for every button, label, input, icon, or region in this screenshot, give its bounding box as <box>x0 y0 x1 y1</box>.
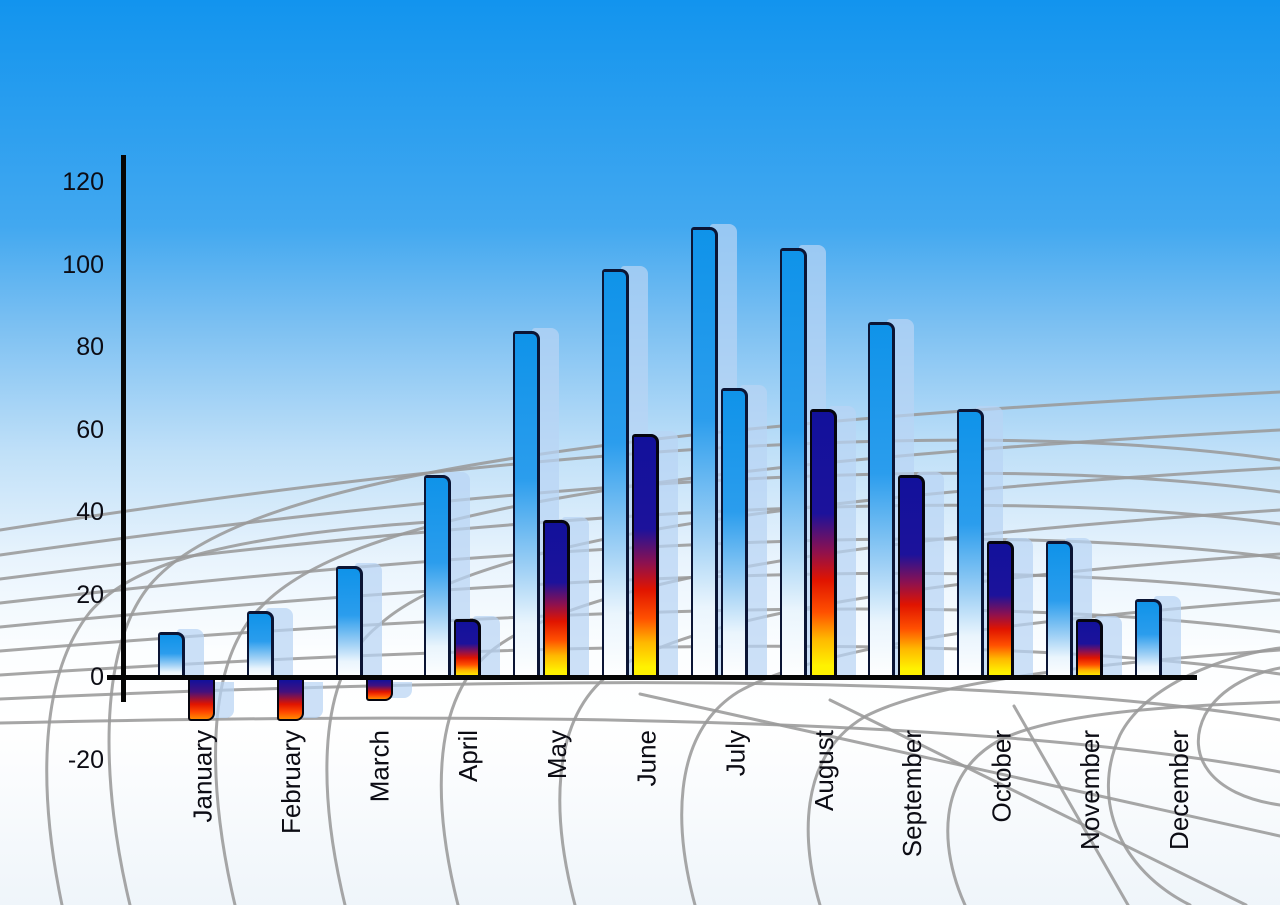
grid-line <box>1106 646 1280 905</box>
february-series2-bar <box>276 680 304 722</box>
april-series1-bar <box>424 474 452 679</box>
july-series2-bar <box>720 388 748 679</box>
x-tick-label-may: May <box>542 730 573 780</box>
y-tick-label-0: 0 <box>90 663 104 691</box>
july-series1-bar <box>690 227 718 679</box>
grid-line <box>45 520 432 905</box>
april-series2-bar <box>454 619 482 679</box>
may-series1-bar <box>513 330 541 679</box>
x-axis-line <box>107 675 1197 680</box>
x-tick-label-july: July <box>719 730 750 777</box>
june-series1-bar <box>602 268 629 679</box>
december-series1-bar <box>1134 598 1162 679</box>
october-series1-bar <box>957 408 985 679</box>
january-series1-bar <box>158 631 185 679</box>
x-tick-label-june: June <box>631 730 661 787</box>
y-tick-label-80: 80 <box>76 333 104 361</box>
june-series2-bar <box>632 433 659 679</box>
march-series2-bar <box>365 680 393 701</box>
september-series2-bar <box>898 474 926 679</box>
y-tick-label-20: 20 <box>76 580 104 609</box>
grid-line <box>828 698 1248 905</box>
x-tick-label-april: April <box>453 730 484 783</box>
x-tick-label-january: January <box>187 730 217 823</box>
x-tick-label-february: February <box>275 730 306 835</box>
november-series1-bar <box>1046 540 1073 679</box>
grid-line <box>1012 704 1130 905</box>
x-tick-label-september: September <box>897 730 928 858</box>
grid-line <box>946 700 1280 905</box>
y-tick-label-40: 40 <box>76 498 104 526</box>
y-tick-label-120: 120 <box>62 168 104 196</box>
x-tick-label-november: November <box>1075 730 1105 850</box>
february-series1-bar <box>246 611 274 679</box>
september-series1-bar <box>868 322 896 679</box>
october-series2-bar <box>987 540 1015 679</box>
january-series2-bar <box>188 680 215 722</box>
may-series2-bar <box>543 520 571 679</box>
x-tick-label-march: March <box>364 730 395 803</box>
x-tick-label-december: December <box>1163 730 1194 850</box>
november-series2-bar <box>1076 619 1103 679</box>
grid-line <box>1196 666 1280 807</box>
august-series2-bar <box>809 408 837 679</box>
y-tick-label-60: 60 <box>76 415 104 444</box>
grid-line <box>0 681 1280 722</box>
march-series1-bar <box>335 565 363 679</box>
grid-line <box>806 648 1280 905</box>
y-tick-label--20: -20 <box>67 745 104 774</box>
august-series1-bar <box>779 248 807 679</box>
y-axis-line <box>121 155 126 702</box>
x-tick-label-october: October <box>986 730 1017 823</box>
y-tick-label-100: 100 <box>62 250 104 279</box>
x-tick-label-august: August <box>808 730 839 811</box>
